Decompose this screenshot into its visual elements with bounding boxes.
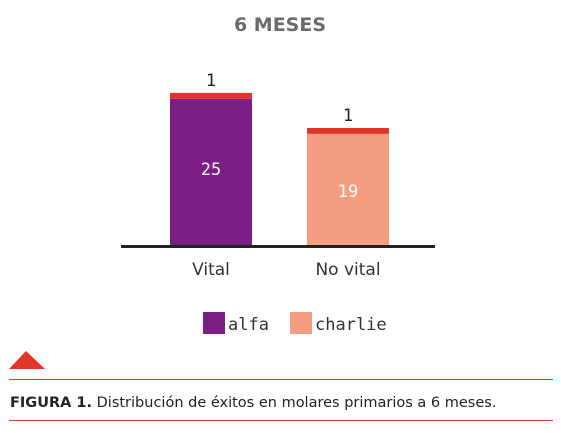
data-label-no-vital-main: 19 <box>338 182 358 202</box>
legend-label-alfa: alfa <box>228 315 269 335</box>
chart-title: 6 MESES <box>234 14 326 36</box>
legend-label-charlie: charlie <box>315 315 387 335</box>
figure-caption: FIGURA 1. Distribución de éxitos en mola… <box>10 395 496 411</box>
x-tick-label-vital: Vital <box>192 260 230 280</box>
legend-swatch-charlie <box>290 312 312 334</box>
legend: alfa charlie <box>203 312 387 335</box>
caption-label: FIGURA 1. <box>10 395 93 411</box>
bar-segment-vital-top <box>170 92 252 99</box>
data-label-no-vital-top: 1 <box>343 106 353 126</box>
data-label-vital-top: 1 <box>206 71 216 91</box>
red-triangle-marker <box>9 351 45 369</box>
bar-segment-no-vital-top <box>307 128 389 134</box>
x-tick-label-no-vital: No vital <box>315 260 380 280</box>
caption-text: Distribución de éxitos en molares primar… <box>96 395 497 411</box>
data-label-vital-main: 25 <box>201 160 221 180</box>
legend-swatch-alfa <box>203 312 225 334</box>
plot-area: 25 1 Vital 19 1 No vital <box>170 71 389 280</box>
bar-segment-no-vital-charlie <box>307 133 389 245</box>
bar-segment-vital-alfa <box>170 98 252 245</box>
